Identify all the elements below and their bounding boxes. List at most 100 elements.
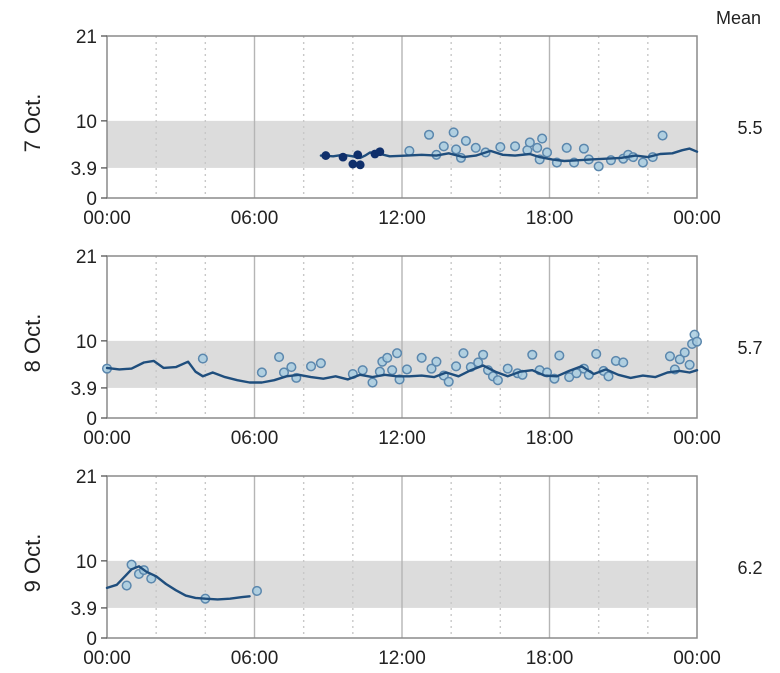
data-point (392, 348, 403, 359)
data-point (404, 145, 415, 156)
glucose-line (105, 359, 699, 384)
x-tick-label: 18:00 (526, 428, 574, 449)
panel-3: 0 3.9 10 21 00:00 06:00 12:00 18:00 00:00 9 Oct. 6… (20, 467, 763, 669)
data-point (382, 352, 393, 363)
mean-value: 6.2 (737, 558, 762, 578)
x-tick-label: 00:00 (83, 208, 131, 229)
y-tick-label: 0 (86, 409, 97, 430)
data-point (315, 358, 326, 369)
data-point (684, 359, 695, 370)
solid-data-point (338, 152, 348, 162)
data-point (423, 129, 435, 140)
y-tick-label: 21 (76, 467, 97, 488)
x-tick-label: 00:00 (673, 208, 721, 229)
data-point (657, 130, 668, 141)
mean-value: 5.5 (737, 118, 762, 138)
data-point (554, 350, 565, 361)
y-tick-label: 10 (76, 112, 97, 133)
data-point (357, 365, 368, 376)
y-tick-label: 3.9 (71, 159, 97, 180)
solid-data-point (348, 159, 358, 169)
x-tick-label: 18:00 (526, 208, 574, 229)
y-tick-label: 21 (76, 247, 97, 268)
mean-column-header: Mean (716, 8, 762, 28)
data-point (618, 357, 629, 368)
data-point (470, 142, 481, 153)
data-point (121, 580, 132, 591)
data-point (431, 356, 442, 367)
glucose-line (319, 147, 699, 163)
glucose-line (105, 565, 251, 601)
data-point (591, 348, 602, 360)
data-point (460, 135, 471, 146)
y-tick-label: 10 (76, 332, 97, 353)
solid-data-point (321, 151, 331, 160)
x-tick-label: 18:00 (526, 648, 574, 669)
data-point (401, 364, 412, 375)
y-tick-label: 10 (76, 552, 97, 573)
data-point (438, 141, 449, 152)
panel-2: 0 3.9 10 21 00:00 06:00 12:00 18:00 00:00 8 Oct. 5… (20, 247, 763, 449)
plot-frame (106, 475, 698, 639)
data-point (637, 157, 648, 168)
x-tick-label: 00:00 (83, 648, 131, 669)
data-point (251, 585, 263, 596)
mean-value: 5.7 (737, 338, 762, 358)
solid-data-point (355, 160, 365, 170)
data-point (502, 363, 513, 374)
solid-data-point (353, 150, 363, 160)
data-point (416, 352, 427, 363)
data-point (541, 147, 553, 158)
y-tick-label: 0 (86, 189, 97, 210)
data-point (495, 142, 506, 153)
day-label: 7 Oct. (20, 94, 45, 153)
data-point (691, 336, 703, 347)
x-tick-label: 06:00 (231, 208, 279, 229)
x-tick-label: 06:00 (231, 648, 279, 669)
day-label: 8 Oct. (20, 314, 45, 373)
data-point (527, 349, 538, 360)
data-point (448, 127, 459, 138)
data-point (197, 353, 208, 364)
data-point (532, 142, 543, 153)
data-point (524, 137, 535, 148)
data-point (451, 361, 462, 372)
x-tick-label: 12:00 (378, 428, 426, 449)
data-point (492, 375, 503, 386)
y-tick-label: 3.9 (71, 599, 97, 620)
data-point (664, 351, 676, 362)
x-tick-label: 12:00 (378, 208, 426, 229)
panel-1: 0 3.9 10 21 00:00 06:00 12:00 18:00 00:00 7 Oct. 5… (20, 27, 763, 229)
data-point (256, 367, 267, 378)
data-point (593, 161, 604, 172)
day-label: 9 Oct. (20, 534, 45, 593)
data-point (367, 377, 378, 388)
data-point (387, 365, 398, 376)
data-point (305, 361, 317, 372)
x-tick-label: 00:00 (673, 648, 721, 669)
data-point (561, 142, 572, 153)
x-tick-label: 12:00 (378, 648, 426, 669)
plot-frame (106, 35, 698, 199)
x-tick-label: 00:00 (673, 428, 721, 449)
data-point (674, 354, 685, 365)
data-point (510, 141, 521, 152)
data-point (286, 362, 297, 373)
y-tick-label: 3.9 (71, 379, 97, 400)
data-point (274, 352, 285, 363)
y-tick-label: 0 (86, 629, 97, 650)
solid-data-point (375, 147, 385, 157)
data-point (603, 371, 614, 382)
x-tick-label: 06:00 (231, 428, 279, 449)
data-point (578, 143, 589, 154)
data-point (679, 347, 690, 358)
data-point (458, 348, 469, 359)
data-point (451, 144, 462, 155)
data-point (426, 363, 437, 374)
data-point (478, 349, 489, 360)
data-point (537, 133, 548, 144)
y-tick-label: 21 (76, 27, 97, 48)
x-tick-label: 00:00 (83, 428, 131, 449)
